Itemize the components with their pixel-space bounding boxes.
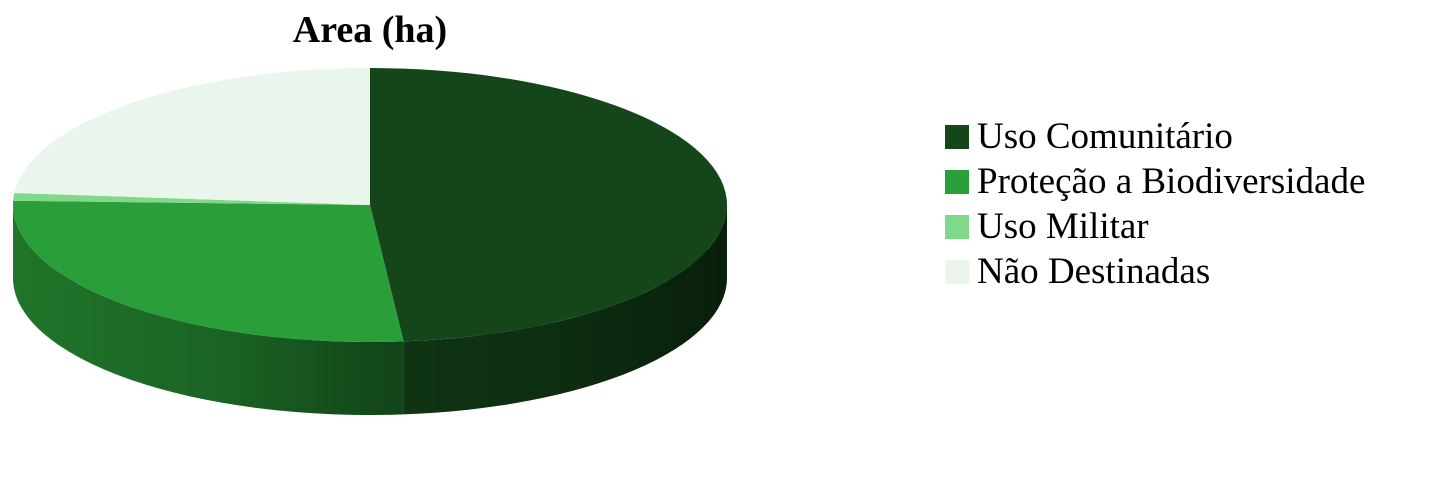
- pie-side-shade-uso-comunitario: [403, 205, 727, 415]
- legend-swatch: [945, 124, 969, 149]
- pie-slice-protecao-a-biodiversidade[interactable]: [12, 200, 404, 342]
- legend-item-uso-comunitario: Uso Comunitário: [945, 114, 1365, 159]
- legend-label: Não Destinadas: [977, 251, 1211, 292]
- legend-label: Uso Militar: [977, 206, 1149, 247]
- pie-sides: [13, 205, 727, 415]
- legend-swatch: [945, 259, 969, 284]
- legend-label: Proteção a Biodiversidade: [977, 161, 1366, 202]
- legend-item-uso-militar: Uso Militar: [945, 204, 1365, 249]
- pie-slice-nao-destinadas[interactable]: [14, 68, 370, 205]
- chart-title: Area (ha): [292, 9, 448, 51]
- legend-item-nao-destinadas: Não Destinadas: [945, 249, 1365, 294]
- pie-chart: [12, 68, 728, 415]
- legend-item-protecao-a-biodiversidade: Proteção a Biodiversidade: [945, 159, 1365, 204]
- legend-label: Uso Comunitário: [977, 116, 1233, 157]
- legend-swatch: [945, 214, 969, 239]
- pie-side-shade-protecao-a-biodiversidade: [13, 205, 404, 415]
- legend-swatch: [945, 169, 969, 194]
- pie-slice-uso-militar[interactable]: [13, 192, 371, 205]
- pie-tops: [12, 68, 728, 342]
- legend: Uso Comunitário Proteção a Biodiversidade…: [945, 114, 1365, 294]
- pie-slice-uso-comunitario[interactable]: [370, 68, 728, 342]
